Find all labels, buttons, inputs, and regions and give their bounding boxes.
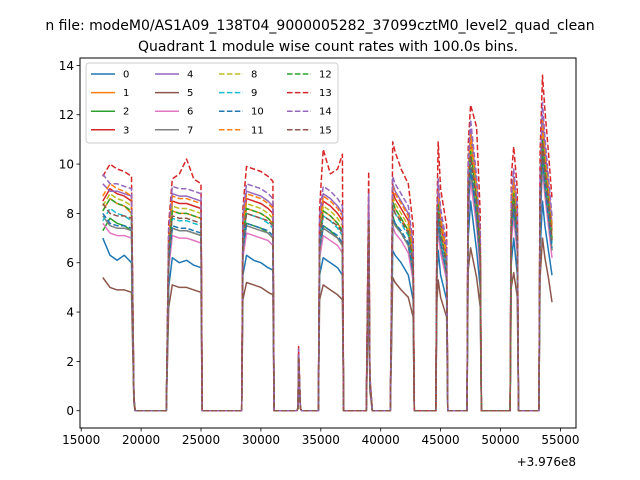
y-tick-label: 4	[66, 306, 74, 320]
legend-label-8: 8	[251, 70, 257, 81]
x-tick-label: 40000	[362, 433, 400, 447]
x-axis: 15000 20000 25000 30000 35000 40000 45000 50000…	[62, 428, 580, 447]
series-line-15	[102, 141, 553, 412]
legend-label-6: 6	[187, 107, 193, 118]
chart-title: Quadrant 1 module wise count rates with …	[138, 39, 518, 55]
legend-label-2: 2	[123, 107, 129, 118]
x-tick-label: 35000	[302, 433, 340, 447]
figure-suptitle: n file: modeM0/AS1A09_138T04_9000005282_…	[45, 18, 594, 34]
legend-label-1: 1	[123, 88, 129, 99]
legend-label-9: 9	[251, 88, 257, 99]
series-layer	[102, 74, 553, 412]
x-tick-label: 15000	[62, 433, 100, 447]
x-tick-label: 50000	[481, 433, 519, 447]
legend-label-5: 5	[187, 88, 193, 99]
legend-box	[85, 62, 339, 144]
y-tick-label: 6	[66, 256, 74, 270]
legend-label-14: 14	[319, 107, 332, 118]
y-tick-label: 14	[59, 59, 74, 73]
legend-label-15: 15	[319, 125, 332, 136]
legend-label-11: 11	[251, 125, 264, 136]
y-tick-label: 12	[59, 108, 74, 122]
x-tick-label: 20000	[122, 433, 160, 447]
series-line-2	[102, 155, 553, 412]
series-line-11	[102, 118, 553, 412]
x-tick-label: 45000	[422, 433, 460, 447]
y-axis: 0 2 4 6 8 10 12 14	[59, 59, 80, 418]
x-offset-label: +3.976e8	[517, 455, 576, 469]
legend-label-4: 4	[187, 70, 193, 81]
x-tick-label: 30000	[242, 433, 280, 447]
series-line-5	[102, 237, 553, 412]
series-line-10	[102, 155, 553, 412]
x-tick-label: 55000	[541, 433, 579, 447]
legend-label-10: 10	[251, 107, 264, 118]
series-line-3	[102, 126, 553, 412]
y-tick-label: 2	[66, 355, 74, 369]
plot-frame	[79, 57, 577, 429]
legend-label-13: 13	[319, 88, 332, 99]
y-tick-label: 8	[66, 207, 74, 221]
legend-label-7: 7	[187, 125, 193, 136]
legend-label-12: 12	[319, 70, 332, 81]
y-tick-label: 10	[59, 158, 74, 172]
y-tick-label: 0	[66, 404, 74, 418]
x-tick-label: 25000	[182, 433, 220, 447]
legend-label-3: 3	[123, 125, 129, 136]
legend-label-0: 0	[123, 70, 129, 81]
